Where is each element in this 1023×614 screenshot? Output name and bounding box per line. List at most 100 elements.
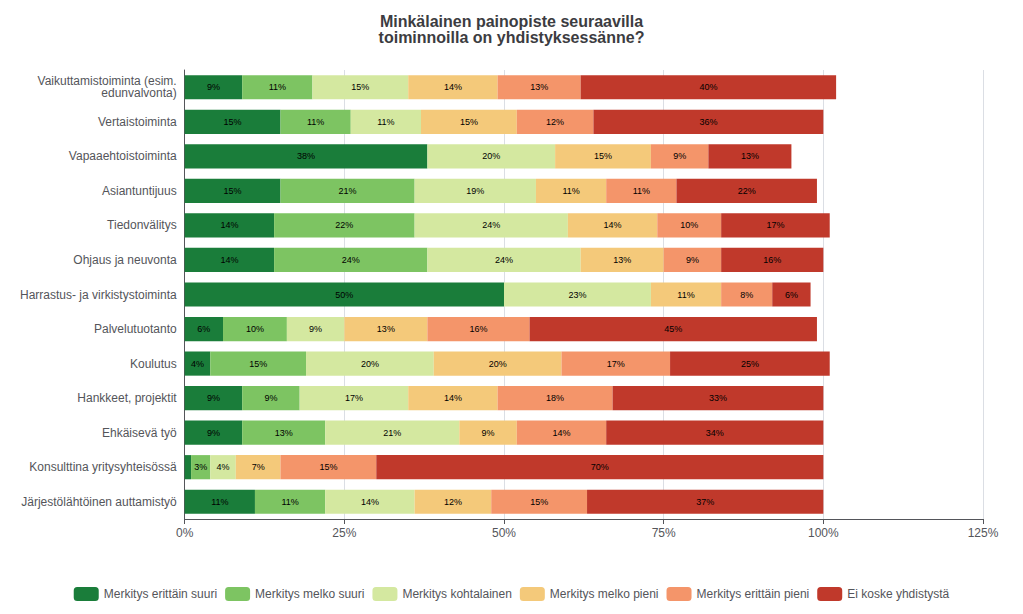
svg-text:14%: 14% <box>220 255 238 265</box>
svg-text:40%: 40% <box>699 82 717 92</box>
svg-text:13%: 13% <box>377 324 395 334</box>
svg-text:50%: 50% <box>492 526 516 540</box>
svg-text:24%: 24% <box>482 220 500 230</box>
svg-text:edunvalvonta): edunvalvonta) <box>98 86 177 100</box>
svg-text:36%: 36% <box>699 117 717 127</box>
svg-text:11%: 11% <box>562 186 579 196</box>
svg-text:10%: 10% <box>680 220 698 230</box>
svg-text:12%: 12% <box>546 117 564 127</box>
svg-text:34%: 34% <box>706 428 724 438</box>
svg-text:22%: 22% <box>738 186 756 196</box>
svg-text:Järjestölähtöinen auttamistyö: Järjestölähtöinen auttamistyö <box>21 495 177 509</box>
svg-text:19%: 19% <box>466 186 484 196</box>
svg-text:15%: 15% <box>351 82 369 92</box>
svg-text:16%: 16% <box>469 324 487 334</box>
svg-text:15%: 15% <box>319 462 337 472</box>
svg-text:125%: 125% <box>968 526 999 540</box>
svg-text:15%: 15% <box>224 117 242 127</box>
svg-text:22%: 22% <box>335 220 353 230</box>
svg-text:4%: 4% <box>217 462 230 472</box>
svg-text:20%: 20% <box>489 359 507 369</box>
svg-text:100%: 100% <box>808 526 839 540</box>
svg-text:11%: 11% <box>633 186 650 196</box>
svg-text:9%: 9% <box>264 393 277 403</box>
svg-text:8%: 8% <box>740 290 753 300</box>
svg-text:11%: 11% <box>307 117 324 127</box>
svg-text:toiminnoilla on yhdistyksessän: toiminnoilla on yhdistyksessänne? <box>379 29 645 46</box>
svg-text:38%: 38% <box>297 151 315 161</box>
svg-text:Ei koske yhdistystä: Ei koske yhdistystä <box>847 587 949 601</box>
svg-text:70%: 70% <box>591 462 609 472</box>
svg-text:17%: 17% <box>345 393 363 403</box>
svg-text:15%: 15% <box>224 186 242 196</box>
svg-text:Hankkeet, projektit: Hankkeet, projektit <box>77 391 177 405</box>
svg-text:Merkitys erittäin pieni: Merkitys erittäin pieni <box>697 587 810 601</box>
svg-text:6%: 6% <box>197 324 210 334</box>
svg-text:11%: 11% <box>269 82 286 92</box>
svg-text:Konsulttina yritysyhteisössä: Konsulttina yritysyhteisössä <box>29 460 177 474</box>
svg-text:20%: 20% <box>482 151 500 161</box>
svg-text:12%: 12% <box>444 497 462 507</box>
svg-text:14%: 14% <box>220 220 238 230</box>
svg-text:75%: 75% <box>652 526 676 540</box>
svg-text:14%: 14% <box>444 393 462 403</box>
svg-text:45%: 45% <box>664 324 682 334</box>
svg-text:Merkitys erittäin suuri: Merkitys erittäin suuri <box>104 587 217 601</box>
svg-text:Palvelutuotanto: Palvelutuotanto <box>94 322 177 336</box>
svg-text:17%: 17% <box>766 220 784 230</box>
svg-text:21%: 21% <box>383 428 401 438</box>
svg-text:11%: 11% <box>281 497 298 507</box>
svg-text:3%: 3% <box>194 462 207 472</box>
svg-text:13%: 13% <box>275 428 293 438</box>
svg-text:4%: 4% <box>191 359 204 369</box>
svg-text:21%: 21% <box>339 186 357 196</box>
svg-text:10%: 10% <box>246 324 264 334</box>
svg-text:14%: 14% <box>361 497 379 507</box>
svg-text:Vapaaehtoistoiminta: Vapaaehtoistoiminta <box>69 149 177 163</box>
svg-text:Merkitys melko pieni: Merkitys melko pieni <box>550 587 659 601</box>
svg-text:Koulutus: Koulutus <box>130 357 177 371</box>
svg-text:13%: 13% <box>530 82 548 92</box>
svg-text:Harrastus- ja virkistystoimint: Harrastus- ja virkistystoiminta <box>20 288 177 302</box>
svg-text:11%: 11% <box>377 117 394 127</box>
svg-text:Tiedonvälitys: Tiedonvälitys <box>107 218 177 232</box>
svg-text:16%: 16% <box>763 255 781 265</box>
svg-text:Vertaistoiminta: Vertaistoiminta <box>98 115 177 129</box>
svg-text:Merkitys kohtalainen: Merkitys kohtalainen <box>402 587 511 601</box>
svg-text:50%: 50% <box>335 290 353 300</box>
svg-text:14%: 14% <box>552 428 570 438</box>
svg-text:11%: 11% <box>677 290 694 300</box>
svg-text:18%: 18% <box>546 393 564 403</box>
svg-text:13%: 13% <box>741 151 759 161</box>
svg-text:14%: 14% <box>604 220 622 230</box>
svg-text:11%: 11% <box>211 497 228 507</box>
svg-text:Asiantuntijuus: Asiantuntijuus <box>102 184 177 198</box>
svg-text:9%: 9% <box>482 428 495 438</box>
svg-text:15%: 15% <box>530 497 548 507</box>
svg-text:25%: 25% <box>741 359 759 369</box>
svg-text:25%: 25% <box>332 526 356 540</box>
svg-text:6%: 6% <box>785 290 798 300</box>
svg-text:Ohjaus ja neuvonta: Ohjaus ja neuvonta <box>73 253 177 267</box>
svg-text:7%: 7% <box>252 462 265 472</box>
svg-text:20%: 20% <box>361 359 379 369</box>
svg-text:9%: 9% <box>673 151 686 161</box>
svg-text:17%: 17% <box>607 359 625 369</box>
svg-text:9%: 9% <box>207 82 220 92</box>
svg-text:13%: 13% <box>613 255 631 265</box>
svg-text:Ehkäisevä työ: Ehkäisevä työ <box>102 426 177 440</box>
svg-text:33%: 33% <box>709 393 727 403</box>
svg-text:9%: 9% <box>309 324 322 334</box>
svg-text:24%: 24% <box>495 255 513 265</box>
svg-text:37%: 37% <box>696 497 714 507</box>
svg-text:15%: 15% <box>594 151 612 161</box>
svg-text:24%: 24% <box>342 255 360 265</box>
svg-text:Merkitys melko suuri: Merkitys melko suuri <box>255 587 364 601</box>
svg-text:14%: 14% <box>444 82 462 92</box>
svg-text:15%: 15% <box>249 359 267 369</box>
svg-text:9%: 9% <box>207 428 220 438</box>
svg-text:23%: 23% <box>568 290 586 300</box>
svg-text:15%: 15% <box>460 117 478 127</box>
svg-text:9%: 9% <box>686 255 699 265</box>
svg-text:0%: 0% <box>176 526 194 540</box>
